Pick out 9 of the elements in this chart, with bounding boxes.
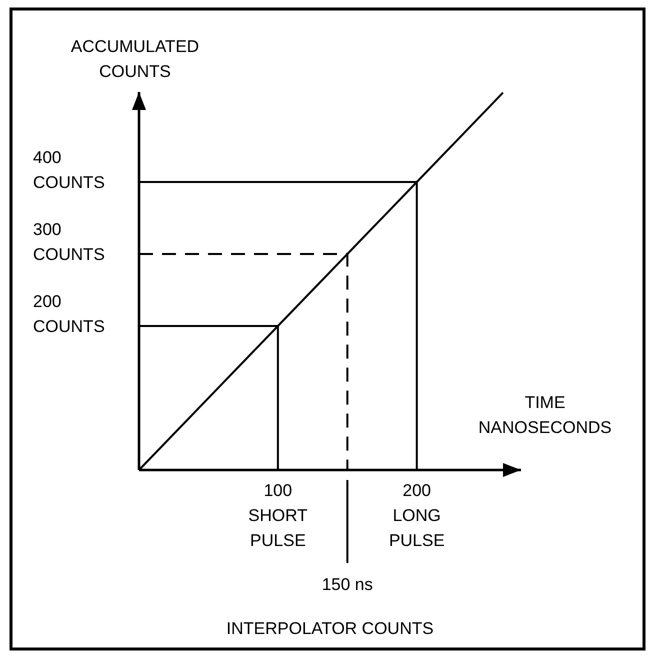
x-tick-label: 200 LONG PULSE xyxy=(388,481,445,550)
x-axis-title: TIME NANOSECONDS xyxy=(478,393,612,437)
y-tick-label: 400 COUNTS xyxy=(33,148,105,192)
y-tick-label: 300 COUNTS xyxy=(33,220,105,264)
y-tick-label: 200 COUNTS xyxy=(33,292,105,336)
y-axis-title: ACCUMULATED COUNTS xyxy=(70,37,200,81)
text: INTERPOLATOR COUNTS xyxy=(226,619,434,638)
ref-line-label: 150 ns xyxy=(322,575,373,594)
x-tick-label: 100 SHORT PULSE xyxy=(248,481,308,550)
